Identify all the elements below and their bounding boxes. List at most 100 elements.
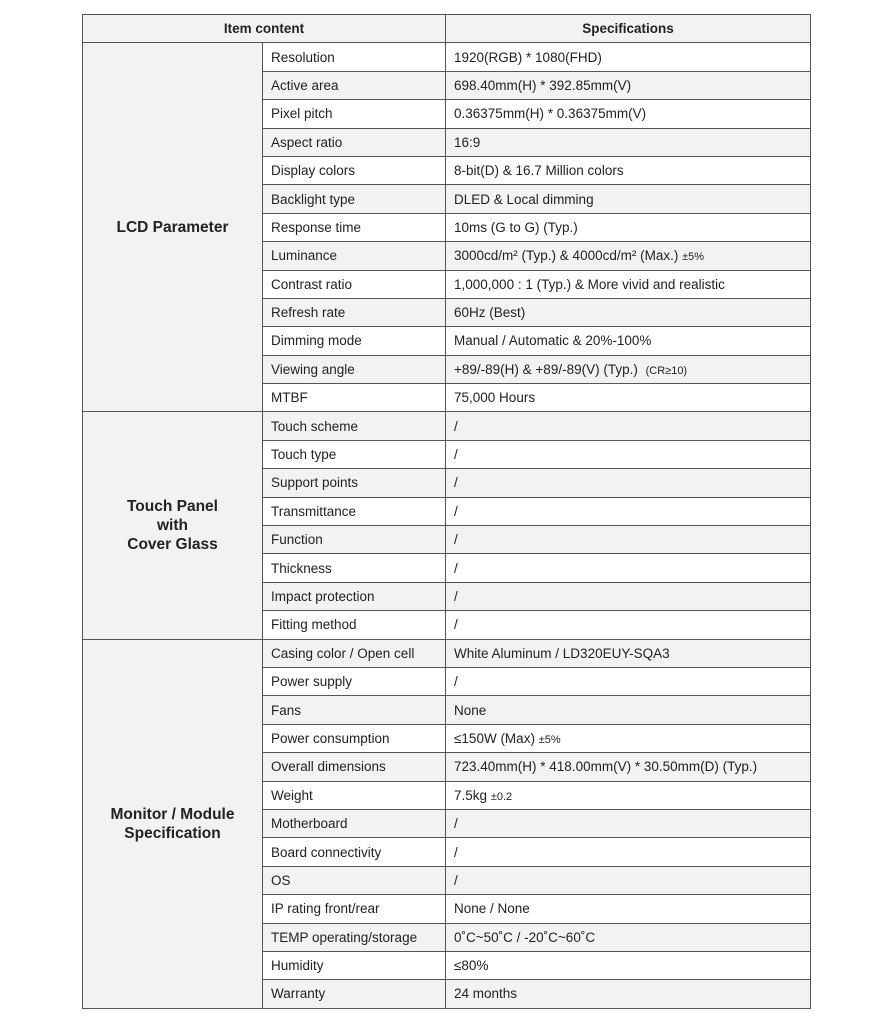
spec-value-cell: / <box>445 666 812 697</box>
item-label: Luminance <box>261 241 447 271</box>
spec-value-cell: / <box>445 525 812 555</box>
item-label: Weight <box>261 780 447 810</box>
spec-value-cell: 3000cd/m² (Typ.) & 4000cd/m² (Max.) ±5% <box>445 241 812 271</box>
table-row: Active area 698.40mm(H) * 392.85mm(V) <box>83 70 812 101</box>
item-label: Warranty <box>261 979 447 1009</box>
spec-value: / <box>454 418 458 434</box>
spec-value-cell: / <box>445 865 812 896</box>
spec-value: None <box>454 702 487 718</box>
spec-value-cell: DLED & Local dimming <box>445 184 812 214</box>
table-row: Thickness / <box>83 553 812 583</box>
table-row: Touch type / <box>83 439 812 470</box>
spec-value-cell: +89/-89(H) & +89/-89(V) (Typ.) (CR≥10) <box>445 354 812 385</box>
spec-value: DLED & Local dimming <box>454 191 594 207</box>
spec-value: / <box>454 503 458 519</box>
table-row: Response time 10ms (G to G) (Typ.) <box>83 212 812 243</box>
spec-value: 0˚C~50˚C / -20˚C~60˚C <box>454 929 596 945</box>
spec-value-cell: 698.40mm(H) * 392.85mm(V) <box>445 70 812 101</box>
item-label: Display colors <box>261 155 447 186</box>
spec-value: 1,000,000 : 1 (Typ.) & More vivid and re… <box>454 276 725 292</box>
spec-value: / <box>454 532 458 548</box>
table-row: Power supply / <box>83 666 812 697</box>
header-item-content: Item content <box>81 13 447 44</box>
spec-value: / <box>454 475 458 491</box>
table-row: Backlight type DLED & Local dimming <box>83 184 812 214</box>
spec-value: / <box>454 589 458 604</box>
group-title: Touch Panel with Cover Glass <box>82 411 263 640</box>
spec-value: Manual / Automatic & 20%-100% <box>454 333 652 349</box>
spec-note: ±0.2 <box>490 790 513 803</box>
spec-note: ±5% <box>682 251 705 264</box>
spec-value-cell: 1920(RGB) * 1080(FHD) <box>445 42 812 72</box>
spec-value-cell: / <box>445 553 812 583</box>
spec-value: ≤80% <box>454 958 489 974</box>
spec-note: (CR≥10) <box>645 364 688 377</box>
item-label: Aspect ratio <box>261 127 447 157</box>
spec-value-cell: ≤80% <box>445 950 812 981</box>
table-row: Support points / <box>83 468 812 498</box>
item-label: Touch type <box>261 439 447 470</box>
item-label: Humidity <box>261 950 447 981</box>
spec-value-cell: / <box>445 468 812 498</box>
table-row: TEMP operating/storage 0˚C~50˚C / -20˚C~6… <box>83 922 812 952</box>
table-row: Refresh rate 60Hz (Best) <box>83 297 812 328</box>
item-label: Resolution <box>261 42 447 72</box>
spec-value-cell: 16:9 <box>445 127 812 157</box>
spec-value-cell: 0˚C~50˚C / -20˚C~60˚C <box>445 922 812 952</box>
spec-value: 8-bit(D) & 16.7 Million colors <box>454 163 624 179</box>
spec-value: 16:9 <box>454 134 481 150</box>
table-row: Monitor / Module Specification Casing col… <box>82 638 812 1009</box>
spec-value-cell: 7.5kg ±0.2 <box>445 780 812 810</box>
item-label: Refresh rate <box>261 297 447 328</box>
item-label: TEMP operating/storage <box>261 922 447 952</box>
spec-value: / <box>454 674 458 690</box>
item-label: Active area <box>261 70 447 101</box>
spec-value-cell: / <box>445 411 812 441</box>
spec-value: 723.40mm(H) * 418.00mm(V) * 30.50mm(D) (… <box>454 759 758 775</box>
item-label: Impact protection <box>261 581 447 612</box>
spec-value: / <box>454 872 458 888</box>
spec-value-cell: / <box>445 496 812 527</box>
table-row: Touch Panel with Cover Glass Touch scheme… <box>82 411 812 640</box>
table-row: Dimming mode Manual / Automatic & 20%-100… <box>83 326 812 356</box>
table-row: Pixel pitch 0.36375mm(H) * 0.36375mm(V) <box>83 99 812 129</box>
item-label: Dimming mode <box>261 326 447 356</box>
item-label: OS <box>261 865 447 896</box>
item-label: Power supply <box>261 666 447 697</box>
spec-value-cell: 75,000 Hours <box>445 383 812 413</box>
spec-value: 10ms (G to G) (Typ.) <box>454 219 578 235</box>
spec-value: / <box>454 844 458 860</box>
spec-value-cell: 0.36375mm(H) * 0.36375mm(V) <box>445 99 812 129</box>
item-label: Contrast ratio <box>261 269 447 299</box>
table-row: IP rating front/rear None / None <box>83 894 812 924</box>
item-label: Viewing angle <box>261 354 447 385</box>
table-row: Viewing angle +89/-89(H) & +89/-89(V) (Ty… <box>83 354 812 385</box>
item-label: Overall dimensions <box>261 752 447 782</box>
spec-value-cell: None / None <box>445 894 812 924</box>
table-row: Aspect ratio 16:9 <box>83 127 812 157</box>
spec-value-cell: / <box>445 610 812 640</box>
spec-value: 24 months <box>454 986 518 1002</box>
item-label: Casing color / Open cell <box>261 638 447 668</box>
spec-value: ≤150W (Max) <box>454 730 535 746</box>
group-title: Monitor / Module Specification <box>82 638 263 1009</box>
spec-value: 1920(RGB) * 1080(FHD) <box>454 49 602 65</box>
table-row: LCD Parameter Resolution 1920(RGB) * 1080(… <box>82 42 812 413</box>
table-row: Impact protection / <box>83 581 812 612</box>
spec-value-cell: Manual / Automatic & 20%-100% <box>445 326 812 356</box>
item-label: Transmittance <box>261 496 447 527</box>
header-row: Item content Specifications <box>81 13 812 44</box>
item-label: Power consumption <box>261 723 447 754</box>
spec-value-cell: / <box>445 808 812 839</box>
spec-value: 60Hz (Best) <box>454 305 526 321</box>
spec-value-cell: White Aluminum / LD320EUY-SQA3 <box>445 638 812 668</box>
spec-value: +89/-89(H) & +89/-89(V) (Typ.) <box>454 361 638 377</box>
spec-value: 7.5kg <box>454 787 488 803</box>
item-label: Thickness <box>261 553 447 583</box>
table-row: Warranty 24 months <box>83 979 812 1009</box>
header-specifications: Specifications <box>445 13 812 44</box>
spec-value-cell: None <box>445 695 812 725</box>
spec-value: 698.40mm(H) * 392.85mm(V) <box>454 77 632 93</box>
spec-value: / <box>454 447 458 463</box>
item-label: Response time <box>261 212 447 243</box>
